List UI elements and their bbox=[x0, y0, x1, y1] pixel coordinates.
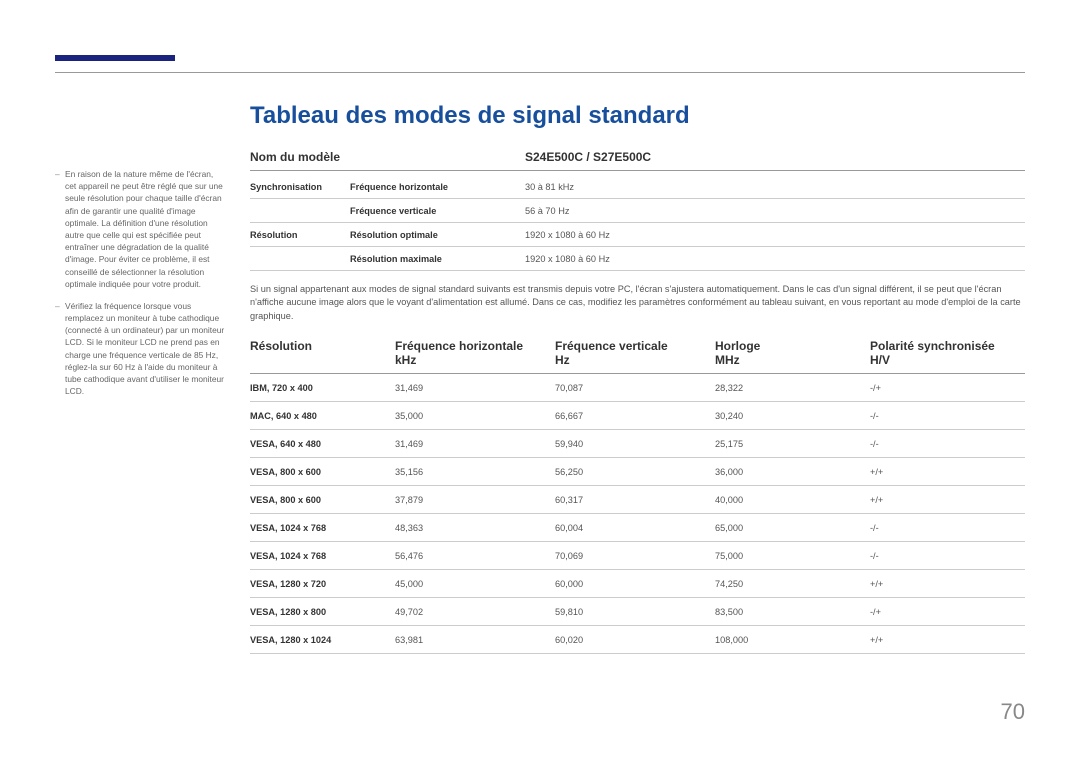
table-row: VESA, 1280 x 72045,00060,00074,250+/+ bbox=[250, 570, 1025, 598]
th-freq-v: Fréquence verticale Hz bbox=[555, 339, 715, 367]
td-polarity: +/+ bbox=[870, 467, 1020, 477]
td-freq-v: 66,667 bbox=[555, 411, 715, 421]
sidebar-note: Vérifiez la fréquence lorsque vous rempl… bbox=[55, 300, 225, 398]
spec-cell: Résolution maximale bbox=[350, 254, 525, 264]
td-freq-v: 56,250 bbox=[555, 467, 715, 477]
td-freq-v: 59,810 bbox=[555, 607, 715, 617]
table-row: VESA, 1024 x 76856,47670,06975,000-/- bbox=[250, 542, 1025, 570]
td-clock: 75,000 bbox=[715, 551, 870, 561]
td-freq-v: 70,087 bbox=[555, 383, 715, 393]
spec-cell: Fréquence horizontale bbox=[350, 182, 525, 192]
table-row: VESA, 1280 x 102463,98160,020108,000+/+ bbox=[250, 626, 1025, 654]
td-resolution: VESA, 1024 x 768 bbox=[250, 523, 395, 533]
td-polarity: -/- bbox=[870, 551, 1020, 561]
page-number: 70 bbox=[1001, 699, 1025, 725]
table-row: VESA, 1280 x 80049,70259,81083,500-/+ bbox=[250, 598, 1025, 626]
td-polarity: -/+ bbox=[870, 607, 1020, 617]
td-freq-h: 35,156 bbox=[395, 467, 555, 477]
table-row: VESA, 640 x 48031,46959,94025,175-/- bbox=[250, 430, 1025, 458]
signal-table-header: Résolution Fréquence horizontale kHz Fré… bbox=[250, 337, 1025, 374]
td-resolution: VESA, 1280 x 800 bbox=[250, 607, 395, 617]
td-freq-v: 70,069 bbox=[555, 551, 715, 561]
spec-row: SynchronisationFréquence horizontale30 à… bbox=[250, 175, 1025, 199]
table-row: VESA, 800 x 60035,15656,25036,000+/+ bbox=[250, 458, 1025, 486]
td-resolution: VESA, 1024 x 768 bbox=[250, 551, 395, 561]
td-resolution: VESA, 1280 x 1024 bbox=[250, 635, 395, 645]
table-row: VESA, 1024 x 76848,36360,00465,000-/- bbox=[250, 514, 1025, 542]
spec-row: Fréquence verticale56 à 70 Hz bbox=[250, 199, 1025, 223]
td-clock: 83,500 bbox=[715, 607, 870, 617]
td-freq-v: 60,000 bbox=[555, 579, 715, 589]
td-freq-h: 56,476 bbox=[395, 551, 555, 561]
td-polarity: +/+ bbox=[870, 635, 1020, 645]
td-freq-h: 35,000 bbox=[395, 411, 555, 421]
body-paragraph: Si un signal appartenant aux modes de si… bbox=[250, 283, 1025, 323]
td-resolution: VESA, 800 x 600 bbox=[250, 495, 395, 505]
sidebar-note: En raison de la nature même de l'écran, … bbox=[55, 168, 225, 290]
page-title: Tableau des modes de signal standard bbox=[250, 102, 690, 130]
spec-cell bbox=[250, 254, 350, 264]
td-clock: 36,000 bbox=[715, 467, 870, 477]
td-clock: 30,240 bbox=[715, 411, 870, 421]
spec-header-row: Nom du modèle S24E500C / S27E500C bbox=[250, 150, 1025, 171]
accent-bar bbox=[55, 55, 175, 61]
td-freq-h: 37,879 bbox=[395, 495, 555, 505]
table-row: VESA, 800 x 60037,87960,31740,000+/+ bbox=[250, 486, 1025, 514]
td-freq-h: 45,000 bbox=[395, 579, 555, 589]
spec-header-value: S24E500C / S27E500C bbox=[525, 150, 651, 164]
td-resolution: MAC, 640 x 480 bbox=[250, 411, 395, 421]
spec-row: RésolutionRésolution optimale1920 x 1080… bbox=[250, 223, 1025, 247]
th-clock: Horloge MHz bbox=[715, 339, 870, 367]
td-resolution: VESA, 800 x 600 bbox=[250, 467, 395, 477]
td-freq-v: 60,317 bbox=[555, 495, 715, 505]
td-clock: 25,175 bbox=[715, 439, 870, 449]
td-polarity: -/- bbox=[870, 411, 1020, 421]
td-polarity: +/+ bbox=[870, 579, 1020, 589]
td-freq-h: 49,702 bbox=[395, 607, 555, 617]
table-row: MAC, 640 x 48035,00066,66730,240-/- bbox=[250, 402, 1025, 430]
td-clock: 108,000 bbox=[715, 635, 870, 645]
td-polarity: -/+ bbox=[870, 383, 1020, 393]
spec-cell: Synchronisation bbox=[250, 182, 350, 192]
main-content: Nom du modèle S24E500C / S27E500C Synchr… bbox=[250, 150, 1025, 654]
td-polarity: -/- bbox=[870, 523, 1020, 533]
spec-cell: Résolution optimale bbox=[350, 230, 525, 240]
td-freq-h: 31,469 bbox=[395, 383, 555, 393]
spec-cell: Résolution bbox=[250, 230, 350, 240]
spec-cell bbox=[250, 206, 350, 216]
td-freq-v: 60,020 bbox=[555, 635, 715, 645]
spec-cell: 56 à 70 Hz bbox=[525, 206, 569, 216]
td-resolution: IBM, 720 x 400 bbox=[250, 383, 395, 393]
td-clock: 65,000 bbox=[715, 523, 870, 533]
th-polarity: Polarité synchronisée H/V bbox=[870, 339, 1020, 367]
spec-cell: Fréquence verticale bbox=[350, 206, 525, 216]
td-resolution: VESA, 1280 x 720 bbox=[250, 579, 395, 589]
td-clock: 74,250 bbox=[715, 579, 870, 589]
sidebar-notes: En raison de la nature même de l'écran, … bbox=[55, 168, 225, 407]
spec-table: SynchronisationFréquence horizontale30 à… bbox=[250, 175, 1025, 271]
spec-cell: 1920 x 1080 à 60 Hz bbox=[525, 230, 610, 240]
table-row: IBM, 720 x 40031,46970,08728,322-/+ bbox=[250, 374, 1025, 402]
td-polarity: -/- bbox=[870, 439, 1020, 449]
td-clock: 40,000 bbox=[715, 495, 870, 505]
td-clock: 28,322 bbox=[715, 383, 870, 393]
td-polarity: +/+ bbox=[870, 495, 1020, 505]
th-freq-h: Fréquence horizontale kHz bbox=[395, 339, 555, 367]
spec-row: Résolution maximale1920 x 1080 à 60 Hz bbox=[250, 247, 1025, 271]
th-resolution: Résolution bbox=[250, 339, 395, 367]
td-freq-h: 31,469 bbox=[395, 439, 555, 449]
td-freq-h: 48,363 bbox=[395, 523, 555, 533]
td-freq-h: 63,981 bbox=[395, 635, 555, 645]
signal-table-body: IBM, 720 x 40031,46970,08728,322-/+MAC, … bbox=[250, 374, 1025, 654]
td-resolution: VESA, 640 x 480 bbox=[250, 439, 395, 449]
td-freq-v: 60,004 bbox=[555, 523, 715, 533]
spec-header-model: Nom du modèle bbox=[250, 150, 350, 164]
spec-cell: 1920 x 1080 à 60 Hz bbox=[525, 254, 610, 264]
top-rule bbox=[55, 72, 1025, 73]
spec-cell: 30 à 81 kHz bbox=[525, 182, 574, 192]
td-freq-v: 59,940 bbox=[555, 439, 715, 449]
